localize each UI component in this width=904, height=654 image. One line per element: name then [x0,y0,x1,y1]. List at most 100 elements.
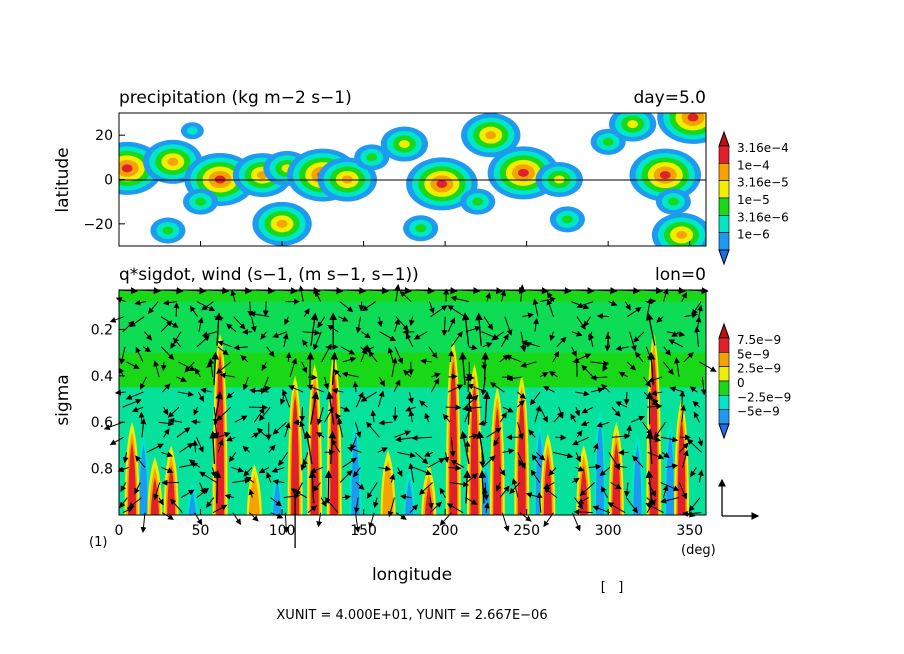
wind-vector-421 [626,307,642,318]
wind-vector-186 [331,387,344,394]
wind-vector-136 [284,316,290,326]
reference-vector [718,478,760,520]
wind-vector-478 [660,497,679,504]
wind-vector-378 [571,346,577,357]
wind-vector-205 [346,446,362,453]
wind-vector-356 [531,454,542,468]
wind-vector-264 [411,435,433,442]
wind-vector-461 [665,463,679,470]
strong-wind-vector-2-78 [328,430,337,465]
precip-y-axis: 20 0 −20 [83,128,125,233]
wind-vector-92 [226,323,237,333]
wind-vector-256 [430,305,448,318]
qsig-colorbar-label-5: −5e−9 [737,405,780,419]
qsig-colorbar-bottom-triangle [718,423,730,440]
wind-vector-473 [680,404,687,423]
wind-vector-197 [361,331,371,339]
wind-vector-414 [611,433,631,440]
wind-vector-139 [285,351,292,362]
wind-vector-185 [333,369,342,378]
wind-vector-265 [424,451,434,457]
wind-vector-50 [176,376,187,382]
wind-vector-489 [697,437,704,447]
qsig-colorbar-top-triangle [718,322,730,339]
strong-wind-vector-4-78 [476,430,485,465]
wind-vector-324 [493,437,500,447]
wind-vector-69 [196,437,204,453]
wind-vector-359 [536,492,543,513]
qsig-colorbar-swatch-4 [718,395,730,410]
wind-vector-401 [588,463,602,470]
updraft-plume-0-layer-2 [128,442,137,515]
wind-vector-36 [162,383,171,393]
wind-vector-170 [323,376,330,390]
strong-wind-vector-1-27 [310,312,319,346]
wind-vector-59 [170,498,183,514]
wind-vector-350 [539,372,549,378]
wind-vector-149 [283,512,290,534]
qsig-colorbar-swatch-5 [718,409,730,425]
wind-vector-475 [679,442,689,453]
qsigdot-title: q*sigdot, wind (s−1, (m s−1, s−1)) [119,265,419,285]
wind-vector-64 [184,361,195,373]
wind-vector-454 [663,361,674,376]
precip-title: precipitation (kg m−2 s−1) [119,88,352,108]
qsig-y-tick-label-0: 0.2 [91,322,113,338]
wind-vector-8 [103,421,124,431]
wind-vector-154 [301,361,308,374]
wind-vector-477 [678,482,688,500]
wind-vector-190 [331,439,341,453]
wind-vector-14 [122,507,134,514]
wind-vector-481 [697,304,703,317]
wind-vector-227 [394,318,400,332]
wind-vector-137 [272,331,288,338]
wind-vector-21 [125,391,144,400]
wind-vector-151 [303,308,310,317]
qsigdot-colorbar: 7.5e−95e−92.5e−90−2.5e−9−5e−9 [718,322,791,440]
wind-vector-6 [114,389,126,396]
wind-vector-65 [194,367,201,378]
wind-vector-263 [424,412,431,423]
wind-vector-468 [668,339,684,348]
wind-vector-192 [339,469,353,483]
wind-vector-315 [500,289,507,302]
wind-vector-254 [409,504,419,514]
precip-y-tick-label-2: −20 [83,217,113,233]
wind-vector-94 [216,361,232,374]
wind-vector-142 [281,389,291,408]
wind-vector-238 [387,497,395,518]
strong-wind-vector-5-78 [646,430,654,465]
wind-vector-276 [447,384,464,393]
wind-vector-58 [180,489,195,499]
qsigdot-lon-label: lon=0 [655,265,706,285]
wind-vector-248 [408,410,415,423]
wind-vector-235 [397,451,416,459]
wind-vector-301 [483,316,494,331]
wind-vector-272 [447,317,456,332]
wind-vector-445 [647,451,665,460]
wind-vector-318 [500,333,509,348]
precip-contour-layer [119,113,706,246]
wind-vector-233 [378,419,393,426]
wind-vector-314 [483,502,490,513]
strong-wind-vector-0-78 [209,430,217,465]
wind-vector-243 [405,332,414,348]
wind-vector-217 [377,390,385,408]
precip-day-label: day=5.0 [633,88,706,108]
wind-vector-32 [160,320,173,333]
precip-colorbar-swatch-0 [718,145,730,164]
x-unit-label: (deg) [681,543,716,558]
wind-vector-33 [160,346,175,360]
wind-vector-285 [450,295,470,303]
wind-vector-348 [521,340,541,348]
wind-vector-386 [575,465,585,472]
wind-vector-43 [157,497,164,506]
wind-vector-189 [336,418,344,438]
wind-vector-54 [176,427,191,438]
wind-vector-78 [217,346,229,356]
wind-vector-125 [260,376,269,395]
strong-wind-vector-3-44 [459,351,467,386]
precip-colorbar-swatch-2 [718,180,730,199]
precip-cell-8-ring-3 [162,226,174,235]
wind-vector-96 [226,391,235,399]
